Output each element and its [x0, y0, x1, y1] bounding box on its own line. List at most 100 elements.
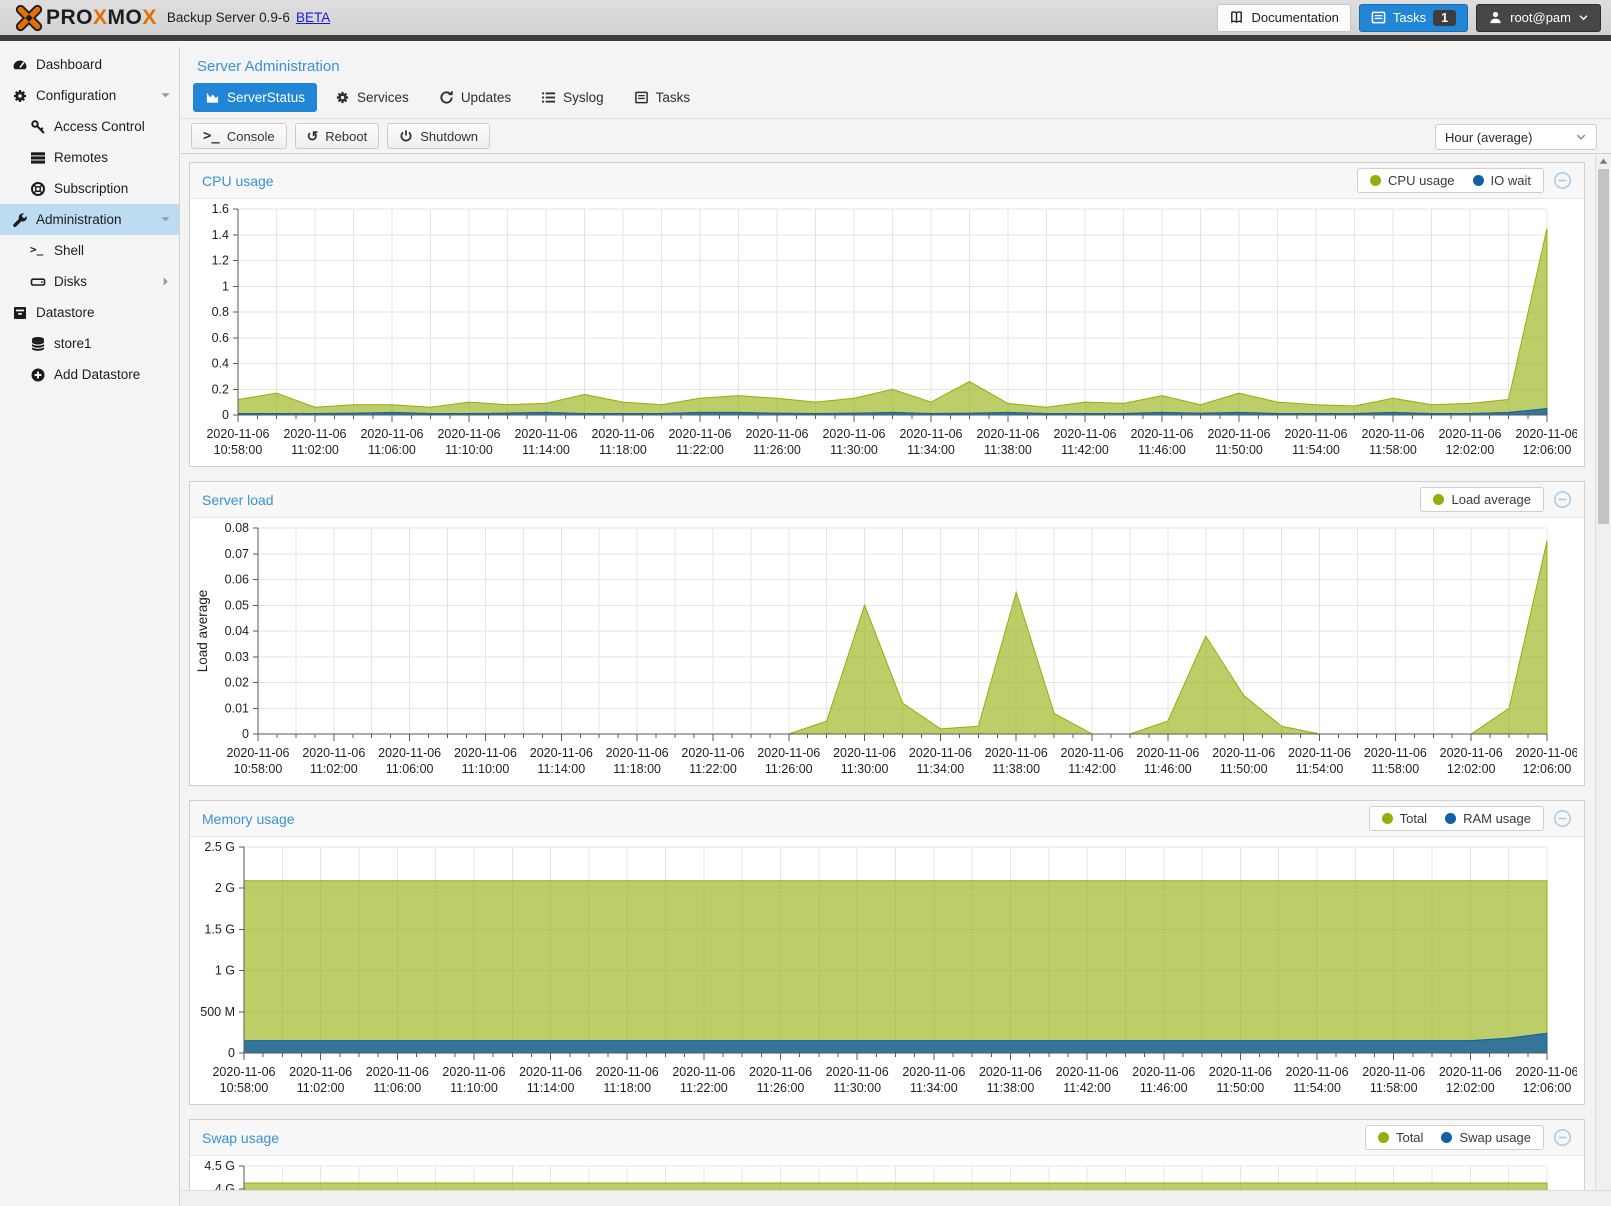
gears-icon: [12, 88, 28, 104]
time-range-select[interactable]: Hour (average): [1435, 124, 1597, 150]
collapse-icon[interactable]: [1553, 171, 1572, 190]
svg-text:2020-11-06: 2020-11-06: [1362, 1065, 1425, 1079]
collapse-icon[interactable]: [1553, 1128, 1572, 1147]
svg-text:0: 0: [242, 727, 249, 741]
reboot-button[interactable]: ↺ Reboot: [295, 123, 380, 149]
svg-text:11:14:00: 11:14:00: [527, 1081, 575, 1095]
svg-text:11:26:00: 11:26:00: [757, 1081, 805, 1095]
scroll-up-arrow-icon[interactable]: [1596, 154, 1611, 169]
database-icon: [30, 336, 46, 352]
svg-text:2020-11-06: 2020-11-06: [672, 1065, 735, 1079]
sidebar-item-dashboard[interactable]: Dashboard: [0, 49, 179, 80]
svg-text:2020-11-06: 2020-11-06: [899, 427, 962, 441]
scrollbar-thumb[interactable]: [1598, 169, 1609, 524]
svg-text:2 G: 2 G: [215, 881, 235, 895]
sidebar-item-store1[interactable]: store1: [0, 328, 179, 359]
shutdown-button[interactable]: Shutdown: [387, 123, 490, 149]
svg-text:12:06:00: 12:06:00: [1523, 762, 1572, 776]
sidebar-item-access-control[interactable]: Access Control: [0, 111, 179, 142]
svg-text:2020-11-06: 2020-11-06: [454, 746, 517, 760]
chevron-down-icon[interactable]: [160, 90, 171, 101]
tab-syslog[interactable]: Syslog: [529, 83, 616, 112]
svg-text:2020-11-06: 2020-11-06: [909, 746, 972, 760]
svg-text:2020-11-06: 2020-11-06: [1440, 746, 1503, 760]
svg-text:0.03: 0.03: [225, 650, 249, 664]
svg-text:11:46:00: 11:46:00: [1140, 1081, 1188, 1095]
sidebar-item-administration[interactable]: Administration: [0, 204, 179, 235]
svg-text:2020-11-06: 2020-11-06: [1438, 427, 1501, 441]
list-icon: [541, 90, 556, 105]
documentation-button[interactable]: Documentation: [1217, 4, 1350, 32]
svg-text:2020-11-06: 2020-11-06: [681, 746, 744, 760]
app-header: PROXMOX Backup Server 0.9-6 BETA Documen…: [0, 0, 1611, 41]
svg-text:11:58:00: 11:58:00: [1370, 1081, 1418, 1095]
svg-text:0.6: 0.6: [212, 331, 229, 345]
sidebar-item-disks[interactable]: Disks: [0, 266, 179, 297]
svg-text:11:18:00: 11:18:00: [599, 443, 647, 457]
tab-serverstatus[interactable]: ServerStatus: [193, 83, 317, 112]
svg-text:2020-11-06: 2020-11-06: [1061, 746, 1124, 760]
svg-text:2020-11-06: 2020-11-06: [591, 427, 654, 441]
sidebar: Dashboard Configuration Access Control R…: [0, 47, 180, 1206]
svg-text:11:58:00: 11:58:00: [1371, 762, 1419, 776]
sidebar-item-configuration[interactable]: Configuration: [0, 80, 179, 111]
task-list-icon: [1371, 10, 1386, 25]
horizontal-scrollbar[interactable]: [181, 1190, 1611, 1206]
cpu-usage-chart: 00.20.40.60.811.21.41.62020-11-0610:58:0…: [192, 199, 1577, 461]
svg-text:2020-11-06: 2020-11-06: [1284, 427, 1347, 441]
svg-text:11:22:00: 11:22:00: [676, 443, 724, 457]
svg-text:11:54:00: 11:54:00: [1296, 762, 1344, 776]
sidebar-item-datastore[interactable]: Datastore: [0, 297, 179, 328]
proxmox-logo-icon: [14, 3, 44, 33]
svg-text:10:58:00: 10:58:00: [220, 1081, 269, 1095]
svg-text:11:58:00: 11:58:00: [1369, 443, 1417, 457]
svg-text:2020-11-06: 2020-11-06: [757, 746, 820, 760]
svg-text:11:14:00: 11:14:00: [522, 443, 570, 457]
svg-text:2020-11-06: 2020-11-06: [1288, 746, 1351, 760]
legend: Load average: [1420, 487, 1544, 512]
svg-text:11:54:00: 11:54:00: [1292, 443, 1340, 457]
tab-updates[interactable]: Updates: [427, 83, 523, 112]
svg-text:1 G: 1 G: [215, 964, 235, 978]
collapse-icon[interactable]: [1553, 490, 1572, 509]
svg-text:2020-11-06: 2020-11-06: [1364, 746, 1427, 760]
svg-text:11:22:00: 11:22:00: [689, 762, 737, 776]
console-button[interactable]: >_ Console: [191, 123, 287, 149]
legend-dot: [1378, 1132, 1389, 1143]
svg-text:2020-11-06: 2020-11-06: [976, 427, 1039, 441]
user-menu-button[interactable]: root@pam: [1476, 4, 1601, 32]
svg-text:11:14:00: 11:14:00: [537, 762, 585, 776]
svg-text:0.2: 0.2: [212, 382, 229, 396]
collapse-icon[interactable]: [1553, 809, 1572, 828]
svg-text:2020-11-06: 2020-11-06: [1515, 746, 1577, 760]
legend-dot: [1445, 813, 1456, 824]
svg-text:11:34:00: 11:34:00: [917, 762, 965, 776]
svg-text:11:50:00: 11:50:00: [1217, 1081, 1265, 1095]
svg-text:2020-11-06: 2020-11-06: [1207, 427, 1270, 441]
terminal-icon: >_: [30, 243, 46, 259]
sidebar-item-shell[interactable]: >_ Shell: [0, 235, 179, 266]
svg-text:2020-11-06: 2020-11-06: [366, 1065, 429, 1079]
tab-tasks[interactable]: Tasks: [622, 83, 703, 112]
svg-text:1.2: 1.2: [212, 254, 229, 268]
svg-text:11:54:00: 11:54:00: [1293, 1081, 1341, 1095]
sidebar-item-remotes[interactable]: Remotes: [0, 142, 179, 173]
vertical-scrollbar[interactable]: [1595, 154, 1611, 1190]
toolbar: >_ Console ↺ Reboot Shutdown Hour (avera…: [181, 118, 1611, 154]
tasks-button[interactable]: Tasks 1: [1359, 4, 1468, 32]
chevron-down-icon[interactable]: [160, 214, 171, 225]
svg-text:11:10:00: 11:10:00: [462, 762, 510, 776]
tab-services[interactable]: Services: [323, 83, 421, 112]
svg-text:1: 1: [222, 279, 229, 293]
sidebar-item-add-datastore[interactable]: Add Datastore: [0, 359, 179, 390]
svg-text:2020-11-06: 2020-11-06: [749, 1065, 812, 1079]
beta-link[interactable]: BETA: [296, 10, 330, 25]
chevron-right-icon[interactable]: [160, 276, 171, 287]
sidebar-item-subscription[interactable]: Subscription: [0, 173, 179, 204]
svg-text:2020-11-06: 2020-11-06: [360, 427, 423, 441]
svg-text:11:18:00: 11:18:00: [613, 762, 661, 776]
memory-usage-chart: 0500 M1 G1.5 G2 G2.5 G2020-11-0610:58:00…: [192, 837, 1577, 1099]
svg-text:2020-11-06: 2020-11-06: [212, 1065, 275, 1079]
page-title: Server Administration: [181, 47, 1611, 82]
svg-text:11:34:00: 11:34:00: [907, 443, 955, 457]
